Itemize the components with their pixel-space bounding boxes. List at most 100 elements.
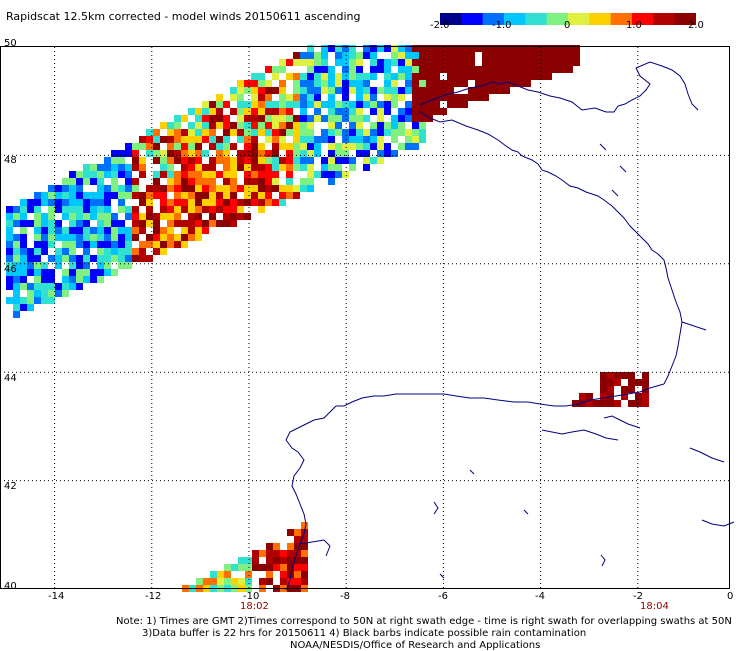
wind-pixel: [314, 52, 321, 59]
wind-pixel: [412, 87, 419, 94]
wind-pixel: [104, 157, 111, 164]
wind-pixel: [111, 213, 118, 220]
wind-pixel: [223, 185, 230, 192]
wind-pixel: [97, 269, 104, 276]
wind-pixel: [237, 101, 244, 108]
wind-pixel: [27, 199, 34, 206]
wind-pixel: [188, 206, 195, 213]
wind-pixel: [370, 108, 377, 115]
wind-pixel: [286, 157, 293, 164]
wind-pixel: [97, 192, 104, 199]
wind-pixel: [76, 178, 83, 185]
wind-pixel: [454, 94, 461, 101]
wind-pixel: [160, 234, 167, 241]
wind-pixel: [209, 108, 216, 115]
wind-pixel: [83, 206, 90, 213]
wind-pixel: [118, 185, 125, 192]
wind-pixel: [356, 101, 363, 108]
wind-pixel: [216, 206, 223, 213]
wind-pixel: [258, 157, 265, 164]
wind-pixel: [272, 87, 279, 94]
wind-pixel: [34, 276, 41, 283]
wind-pixel: [412, 108, 419, 115]
wind-pixel: [301, 564, 308, 571]
wind-pixel: [20, 262, 27, 269]
wind-pixel: [153, 227, 160, 234]
wind-pixel: [20, 255, 27, 262]
wind-pixel: [510, 80, 517, 87]
wind-pixel: [230, 122, 237, 129]
wind-pixel: [272, 73, 279, 80]
wind-pixel: [279, 199, 286, 206]
wind-pixel: [90, 192, 97, 199]
wind-pixel: [377, 150, 384, 157]
wind-pixel: [265, 115, 272, 122]
wind-pixel: [426, 52, 433, 59]
wind-pixel: [237, 87, 244, 94]
wind-pixel: [237, 80, 244, 87]
wind-pixel: [118, 171, 125, 178]
wind-pixel: [132, 227, 139, 234]
wind-pixel: [266, 571, 273, 578]
wind-pixel: [412, 115, 419, 122]
wind-pixel: [307, 122, 314, 129]
wind-pixel: [160, 199, 167, 206]
wind-pixel: [202, 220, 209, 227]
wind-pixel: [405, 101, 412, 108]
wind-pixel: [125, 262, 132, 269]
wind-pixel: [328, 136, 335, 143]
wind-pixel: [139, 199, 146, 206]
wind-pixel: [181, 143, 188, 150]
wind-pixel: [76, 192, 83, 199]
wind-pixel: [69, 227, 76, 234]
wind-pixel: [335, 164, 342, 171]
wind-pixel: [335, 171, 342, 178]
wind-pixel: [300, 150, 307, 157]
wind-pixel: [34, 248, 41, 255]
wind-pixel: [223, 122, 230, 129]
wind-pixel: [328, 122, 335, 129]
wind-pixel: [111, 157, 118, 164]
wind-pixel: [62, 227, 69, 234]
wind-pixel: [111, 220, 118, 227]
wind-pixel: [286, 101, 293, 108]
wind-pixel: [125, 185, 132, 192]
wind-pixel: [279, 94, 286, 101]
wind-pixel: [69, 234, 76, 241]
wind-pixel: [244, 171, 251, 178]
wind-pixel: [237, 108, 244, 115]
wind-pixel: [370, 73, 377, 80]
wind-pixel: [125, 213, 132, 220]
wind-pixel: [125, 171, 132, 178]
wind-pixel: [125, 143, 132, 150]
wind-pixel: [300, 80, 307, 87]
wind-pixel: [76, 283, 83, 290]
wind-pixel: [118, 220, 125, 227]
wind-pixel: [97, 171, 104, 178]
wind-pixel: [335, 45, 342, 52]
wind-pixel: [293, 87, 300, 94]
wind-pixel: [265, 122, 272, 129]
wind-pixel: [230, 206, 237, 213]
wind-pixel: [252, 557, 259, 564]
wind-pixel: [188, 136, 195, 143]
wind-pixel: [90, 255, 97, 262]
wind-pixel: [266, 550, 273, 557]
wind-pixel: [265, 192, 272, 199]
wind-pixel: [230, 94, 237, 101]
wind-pixel: [160, 185, 167, 192]
wind-pixel: [83, 192, 90, 199]
plot-frame: [0, 46, 730, 589]
wind-pixel: [447, 66, 454, 73]
wind-pixel: [517, 59, 524, 66]
wind-pixel: [160, 171, 167, 178]
wind-pixel: [349, 66, 356, 73]
wind-pixel: [363, 94, 370, 101]
wind-pixel: [83, 199, 90, 206]
wind-pixel: [62, 192, 69, 199]
wind-pixel: [503, 87, 510, 94]
wind-pixel: [223, 192, 230, 199]
wind-pixel: [20, 297, 27, 304]
wind-pixel: [391, 115, 398, 122]
wind-pixel: [517, 80, 524, 87]
